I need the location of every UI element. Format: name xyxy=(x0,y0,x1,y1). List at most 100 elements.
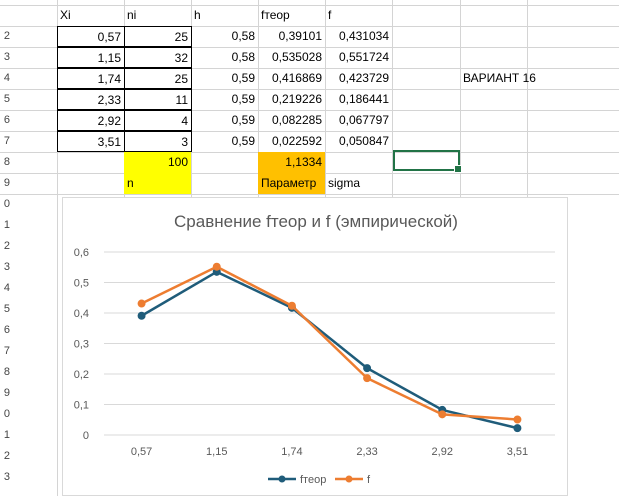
cell-h[interactable]: 0,59 xyxy=(231,113,255,127)
cell-f[interactable]: 0,431034 xyxy=(338,29,389,43)
cell-f[interactable]: 0,186441 xyxy=(338,92,389,106)
row-divider xyxy=(0,5,619,6)
data-point xyxy=(212,262,221,271)
header-f[interactable]: f xyxy=(328,8,332,22)
row-number[interactable]: 1 xyxy=(3,429,10,441)
cell-ftheor[interactable]: 0,39101 xyxy=(278,29,322,43)
cell-f[interactable]: 0,067797 xyxy=(338,113,389,127)
row-number[interactable]: 4 xyxy=(3,72,10,84)
x-tick-label: 2,33 xyxy=(356,446,377,458)
row-number[interactable]: 1 xyxy=(3,219,10,231)
row-divider xyxy=(0,47,619,48)
header-xi[interactable]: Xi xyxy=(60,8,71,22)
row-number[interactable]: 2 xyxy=(3,30,10,42)
y-tick-label: 0,3 xyxy=(74,339,89,351)
cell-ni[interactable]: 11 xyxy=(124,89,192,110)
cell-ni[interactable]: 32 xyxy=(124,47,192,68)
x-tick-label: 1,15 xyxy=(206,446,227,458)
row-divider xyxy=(0,194,619,195)
row-number[interactable]: 7 xyxy=(3,345,10,357)
fill-handle[interactable] xyxy=(454,165,462,173)
cell-xi[interactable]: 2,33 xyxy=(57,89,125,110)
row-number[interactable]: 6 xyxy=(3,114,10,126)
row-number[interactable]: 0 xyxy=(3,408,10,420)
row-number[interactable]: 6 xyxy=(3,324,10,336)
row-number[interactable]: 9 xyxy=(3,387,10,399)
cell-h[interactable]: 0,59 xyxy=(231,71,255,85)
row-number[interactable]: 2 xyxy=(3,240,10,252)
sum-n-cell[interactable]: 100 xyxy=(124,152,191,173)
x-tick-label: 1,74 xyxy=(281,446,302,458)
variant-label[interactable]: ВАРИАНТ 16 xyxy=(463,71,536,85)
x-tick-label: 0,57 xyxy=(131,446,152,458)
cell-ni[interactable]: 4 xyxy=(124,110,192,131)
cell-xi[interactable]: 1,15 xyxy=(57,47,125,68)
label-sigma-cell[interactable]: sigma xyxy=(328,176,361,190)
cell-xi[interactable]: 0,57 xyxy=(57,26,125,47)
row-divider xyxy=(0,110,619,111)
data-point xyxy=(513,424,522,433)
selected-cell[interactable] xyxy=(393,150,462,173)
cell-xi[interactable]: 3,51 xyxy=(57,131,125,152)
row-number[interactable]: 3 xyxy=(3,51,10,63)
y-tick-label: 0,1 xyxy=(74,400,89,412)
row-divider xyxy=(0,26,619,27)
cell-h[interactable]: 0,58 xyxy=(231,29,255,43)
row-number[interactable]: 2 xyxy=(3,450,10,462)
cell-h[interactable]: 0,59 xyxy=(231,92,255,106)
data-point xyxy=(438,410,447,419)
label-param-cell[interactable]: Параметр xyxy=(258,173,325,194)
cell-xi[interactable]: 2,92 xyxy=(57,110,125,131)
header-h[interactable]: h xyxy=(194,8,201,22)
cell-ftheor[interactable]: 0,416869 xyxy=(271,71,322,85)
data-point xyxy=(137,311,146,320)
row-number[interactable]: 3 xyxy=(3,471,10,483)
column-divider xyxy=(57,0,58,496)
chart-plot-area: 0 0,1 0,2 0,3 0,4 0,5 0,6 0,57 1,15 1,74 2,33 2,92 3… xyxy=(74,247,555,486)
series-line-f xyxy=(141,265,518,421)
cell-ftheor[interactable]: 0,219226 xyxy=(271,92,322,106)
row-number[interactable]: 3 xyxy=(3,261,10,273)
row-divider xyxy=(0,89,619,90)
legend-label: fтеор xyxy=(300,474,326,486)
series-line-ftheor xyxy=(140,270,518,430)
cell-ftheor[interactable]: 0,022592 xyxy=(271,134,322,148)
row-number[interactable]: 7 xyxy=(3,135,10,147)
y-tick-label: 0,2 xyxy=(74,369,89,381)
cell-ftheor[interactable]: 0,535028 xyxy=(271,50,322,64)
sigma-value-cell[interactable]: 1,1334 xyxy=(258,152,325,173)
row-number[interactable]: 5 xyxy=(3,93,10,105)
cell-f[interactable]: 0,423729 xyxy=(338,71,389,85)
cell-h[interactable]: 0,58 xyxy=(231,50,255,64)
legend-marker xyxy=(278,475,286,483)
y-tick-label: 0 xyxy=(83,430,89,442)
x-tick-label: 2,92 xyxy=(432,446,453,458)
data-point xyxy=(137,299,146,308)
header-ni[interactable]: ni xyxy=(127,8,137,22)
data-point xyxy=(363,374,372,383)
row-number[interactable]: 0 xyxy=(3,198,10,210)
label-n-cell[interactable]: n xyxy=(124,173,191,194)
header-ftheor[interactable]: fтеор xyxy=(261,8,290,22)
row-number[interactable]: 8 xyxy=(3,366,10,378)
cell-ftheor[interactable]: 0,082285 xyxy=(271,113,322,127)
data-point xyxy=(363,364,372,373)
row-number[interactable]: 4 xyxy=(3,282,10,294)
cell-ni[interactable]: 3 xyxy=(124,131,192,152)
line-chart[interactable]: Сравнение fтеор и f (эмпирической) 0 0,1 0… xyxy=(62,197,568,496)
row-number[interactable]: 5 xyxy=(3,303,10,315)
row-number[interactable]: 9 xyxy=(3,177,10,189)
legend-marker xyxy=(345,475,353,483)
cell-ni[interactable]: 25 xyxy=(124,26,192,47)
row-number[interactable]: 8 xyxy=(3,156,10,168)
row-divider xyxy=(0,68,619,69)
data-point xyxy=(287,301,296,310)
legend-label: f xyxy=(367,474,371,486)
cell-ni[interactable]: 25 xyxy=(124,68,192,89)
x-tick-label: 3,51 xyxy=(507,446,528,458)
cell-xi[interactable]: 1,74 xyxy=(57,68,125,89)
cell-f[interactable]: 0,050847 xyxy=(338,134,389,148)
cell-h[interactable]: 0,59 xyxy=(231,134,255,148)
cell-f[interactable]: 0,551724 xyxy=(338,50,389,64)
